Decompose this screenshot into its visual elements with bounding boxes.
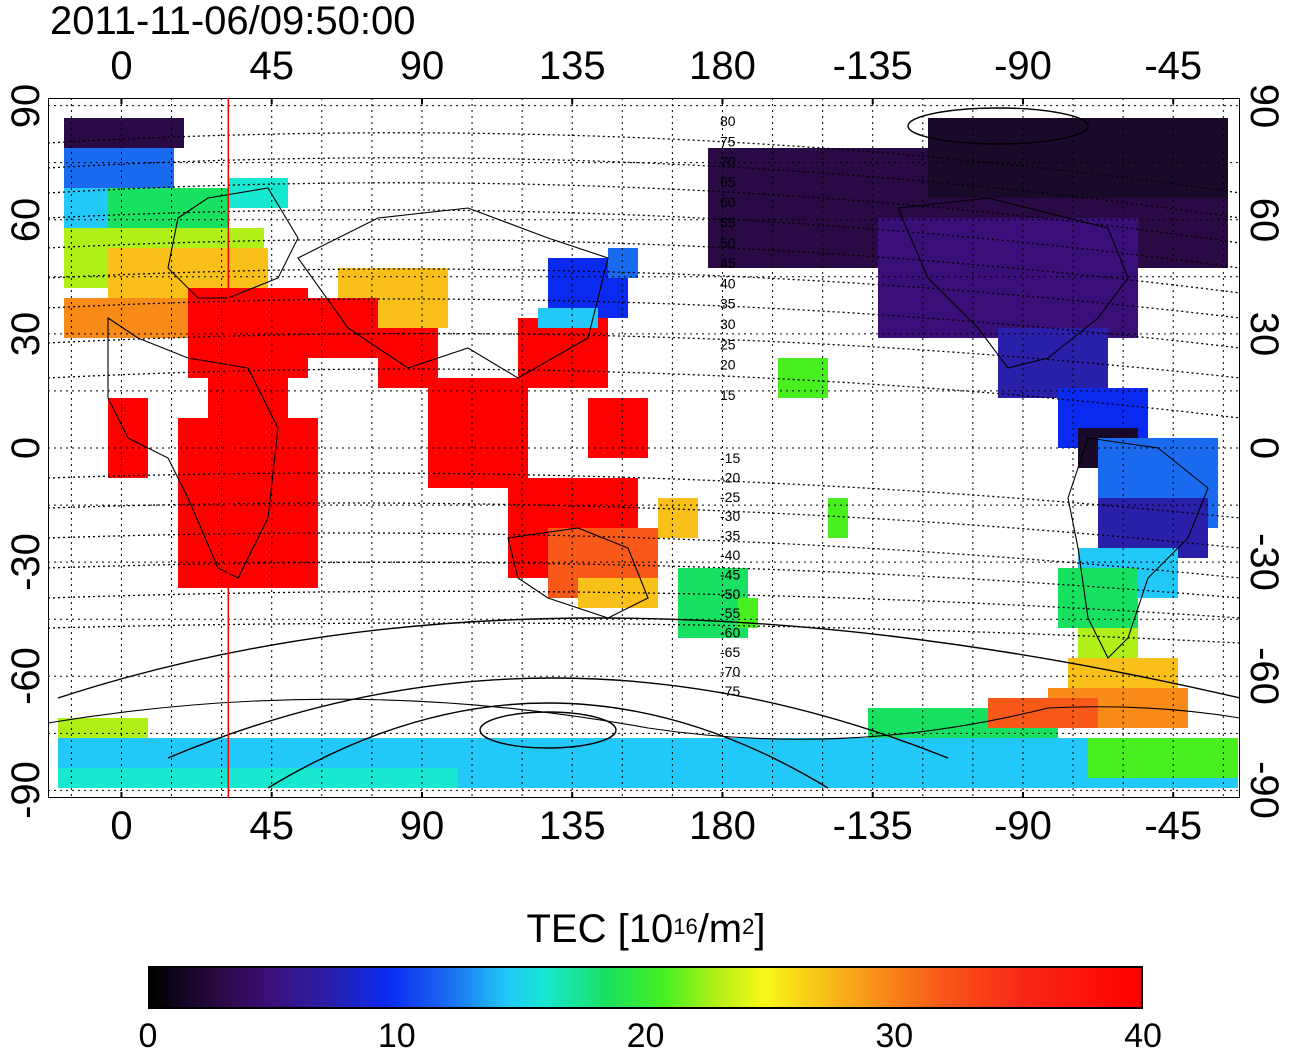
contour-label: 60 — [720, 194, 736, 210]
top-longitude-tick-label: 45 — [249, 44, 294, 88]
bottom-longitude-tick-label: -45 — [1144, 804, 1203, 848]
right-latitude-tick-label: 60 — [1242, 197, 1286, 242]
contour-label: 30 — [720, 316, 736, 332]
top-longitude-tick-label: -45 — [1144, 44, 1203, 88]
colorbar-title-text: TEC [10 — [526, 907, 674, 951]
left-latitude-tick-label: 30 — [4, 311, 48, 357]
contour-label: -50 — [720, 586, 740, 602]
south-pole-contours — [57, 107, 1240, 789]
contour-label: 15 — [720, 387, 736, 403]
colorbar-tick-label: 10 — [377, 1017, 416, 1055]
colorbar-tick-label: 30 — [875, 1017, 914, 1055]
contour-label: -70 — [720, 663, 740, 679]
contour-label: -20 — [720, 469, 740, 485]
contour-label: 40 — [720, 275, 736, 291]
bottom-longitude-tick-label: 45 — [249, 804, 294, 848]
top-longitude-tick-label: 0 — [110, 44, 133, 88]
bottom-longitude-tick-label: -90 — [994, 804, 1052, 848]
left-latitude-tick-label: 0 — [4, 436, 48, 460]
timestamp-title: 2011-11-06/09:50:00 — [50, 0, 416, 43]
contour-label: 35 — [720, 296, 736, 312]
bottom-longitude-tick-label: -135 — [832, 804, 913, 848]
contour-label: -45 — [720, 566, 740, 582]
tec-data-layer — [58, 118, 1238, 788]
left-latitude-tick-label: 90 — [4, 83, 48, 128]
contour-label: -75 — [720, 683, 740, 699]
contour-label: -35 — [720, 528, 740, 544]
magnetic-contours — [48, 132, 1240, 644]
contour-label: 70 — [720, 154, 736, 170]
left-latitude-tick-label: -60 — [4, 647, 48, 706]
bottom-longitude-tick-label: 0 — [110, 804, 133, 848]
right-latitude-tick-label: 90 — [1242, 83, 1286, 128]
contour-label: -40 — [720, 547, 740, 563]
left-latitude-tick-label: -90 — [4, 761, 48, 820]
colorbar-tick-label: 40 — [1124, 1017, 1162, 1055]
contour-label: 80 — [720, 113, 736, 129]
bottom-longitude-tick-label: 135 — [538, 804, 606, 848]
right-latitude-tick-label: -30 — [1242, 533, 1286, 592]
top-longitude-tick-label: 135 — [538, 44, 606, 88]
contour-label: -25 — [720, 489, 740, 505]
contour-label: 75 — [720, 133, 736, 149]
dotted-grid — [48, 98, 1240, 798]
contour-label: -30 — [720, 508, 740, 524]
bottom-longitude-tick-label: 90 — [399, 804, 445, 848]
colorbar-title-end: ] — [754, 907, 766, 951]
top-longitude-tick-label: -90 — [994, 44, 1052, 88]
colorbar-title-exponent: 16 — [673, 914, 698, 939]
contour-label: 50 — [720, 235, 736, 251]
right-latitude-tick-label: 0 — [1242, 436, 1286, 460]
contour-label: -60 — [720, 625, 740, 641]
colorbar-title-unit: /m — [697, 907, 743, 951]
colorbar-title-unit-exponent: 2 — [742, 914, 755, 939]
colorbar-tick-label: 20 — [626, 1017, 665, 1055]
contour-label: 65 — [720, 174, 736, 190]
contour-label: 25 — [720, 336, 736, 352]
colorbar-tick-label: 0 — [138, 1017, 158, 1055]
tec-world-map: 80 75 70 65 60 55 50 45 40 35 30 25 20 15 -15 -20 -25 -30… — [48, 98, 1240, 798]
top-longitude-tick-label: -135 — [832, 44, 913, 88]
colorbar-title: TEC [1016/m2] — [0, 906, 1292, 952]
left-latitude-tick-label: 60 — [4, 197, 48, 242]
colorbar — [148, 966, 1143, 1009]
contour-labels: 80 75 70 65 60 55 50 45 40 35 30 25 20 15 -15 -20 -25 -30… — [720, 113, 740, 699]
right-latitude-tick-label: 30 — [1242, 311, 1286, 357]
contour-label: -65 — [720, 644, 740, 660]
left-latitude-tick-label: -30 — [4, 533, 48, 592]
contour-label: 20 — [720, 357, 736, 373]
top-longitude-tick-label: 90 — [399, 44, 445, 88]
contour-label: 45 — [720, 255, 736, 271]
contour-label: -15 — [720, 450, 740, 466]
coastlines — [48, 187, 1240, 740]
contour-label: 55 — [720, 215, 736, 231]
bottom-longitude-tick-label: 180 — [689, 804, 756, 848]
right-latitude-tick-label: -90 — [1242, 761, 1286, 820]
top-longitude-tick-label: 180 — [689, 44, 756, 88]
contour-label: -55 — [720, 605, 740, 621]
right-latitude-tick-label: -60 — [1242, 647, 1286, 706]
